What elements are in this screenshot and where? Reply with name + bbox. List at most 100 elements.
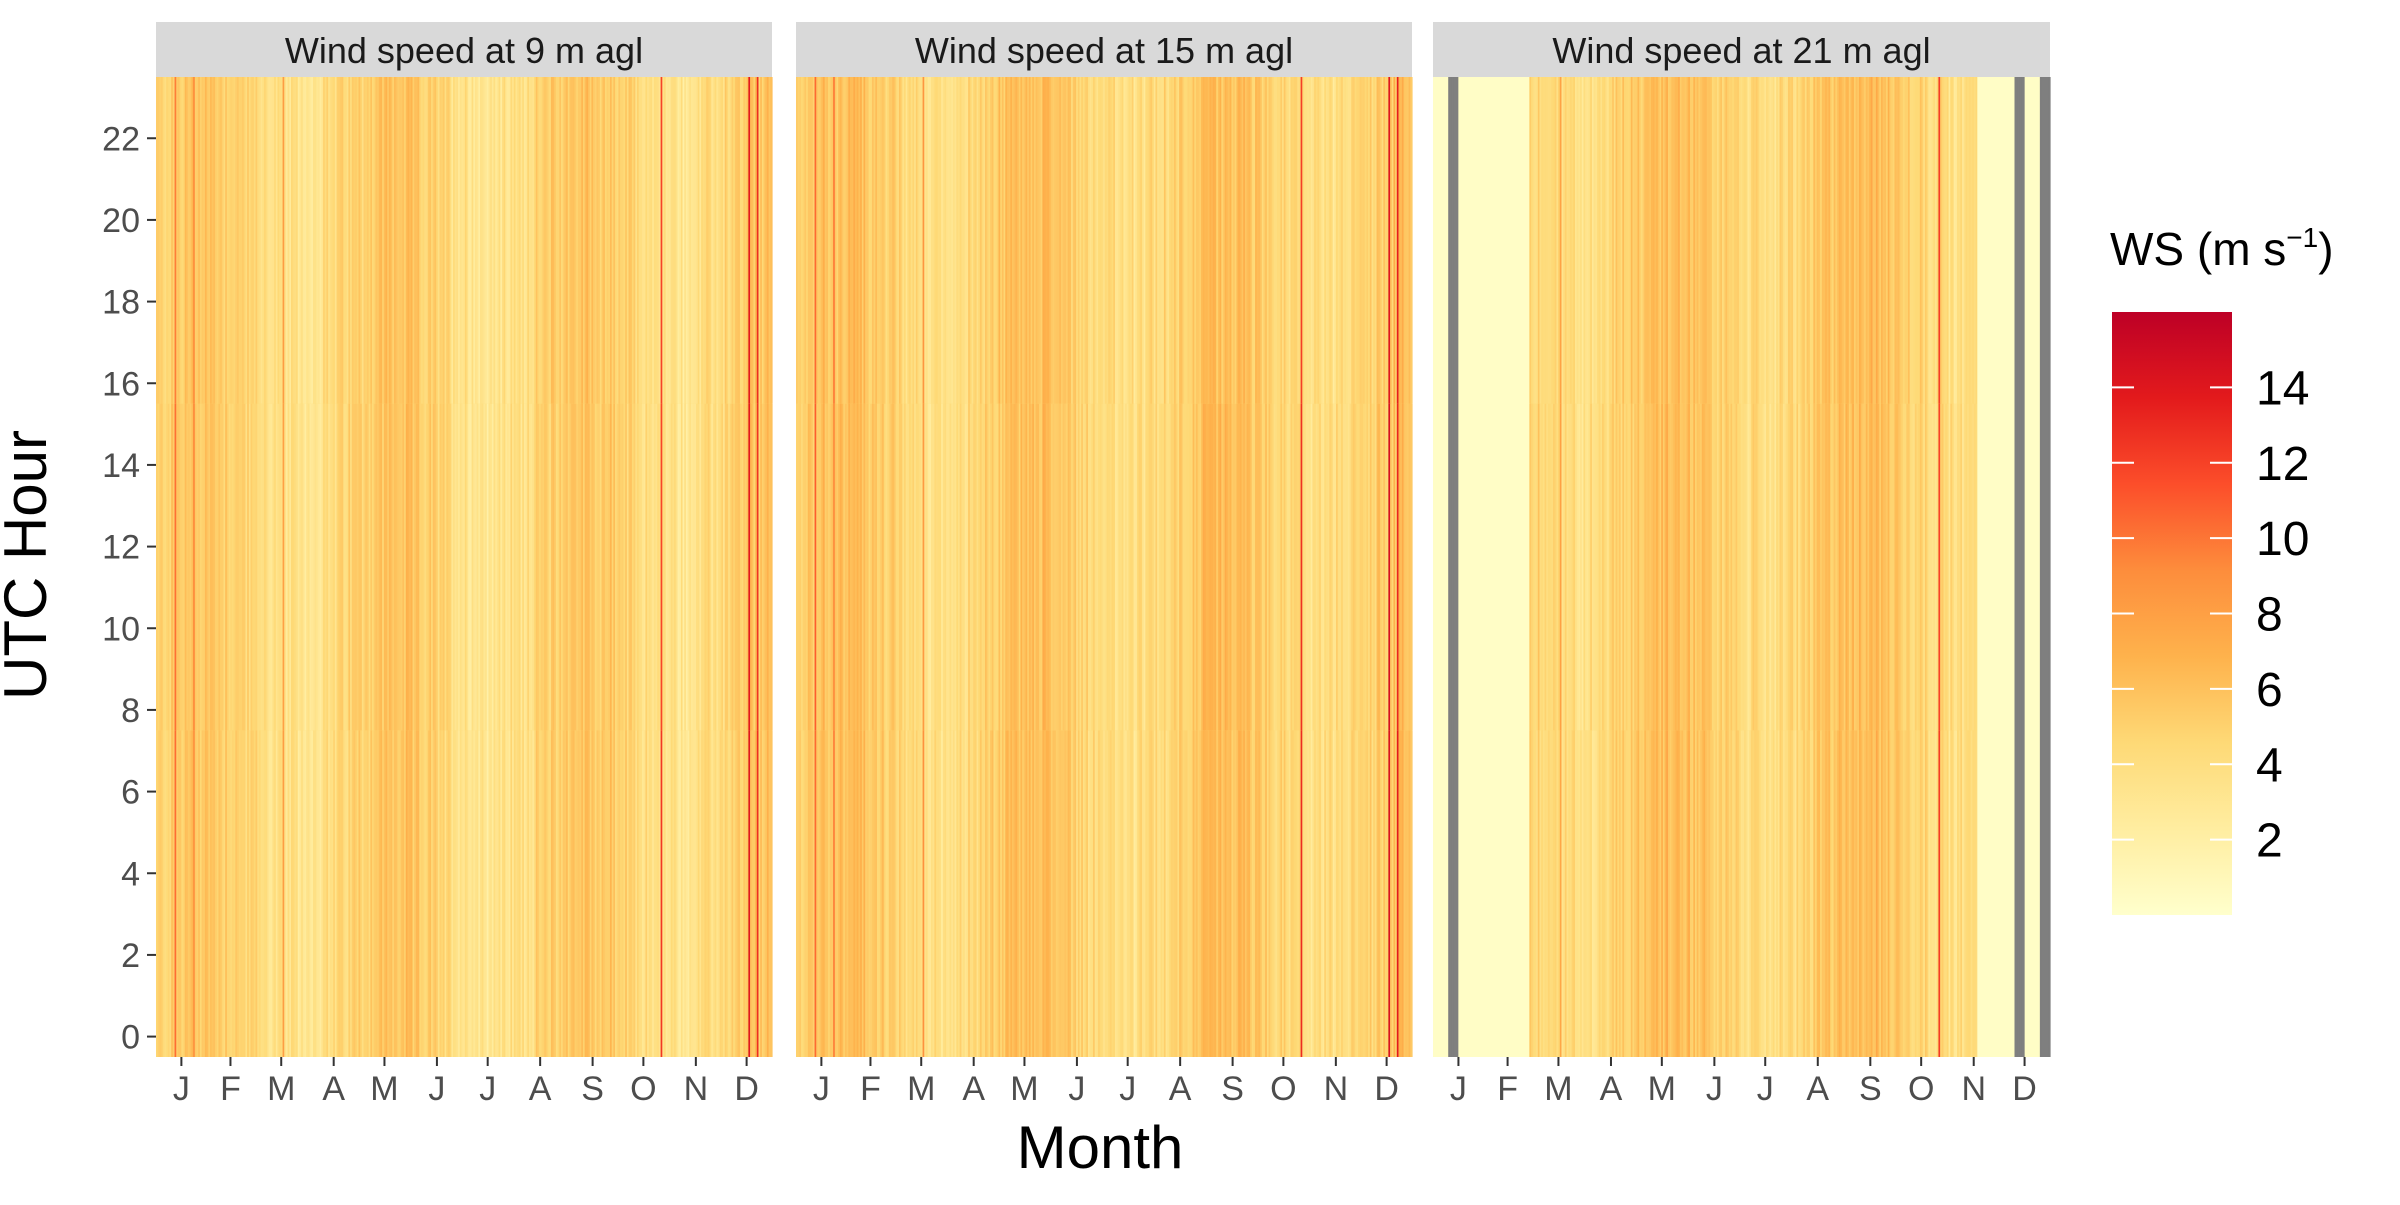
- heatmap-cell: [1081, 77, 1084, 404]
- heatmap-cell: [1084, 730, 1087, 1057]
- heatmap-cell: [821, 403, 824, 731]
- heatmap-cell: [1364, 730, 1368, 1057]
- heatmap-cell: [252, 730, 255, 1057]
- heatmap-cell: [1275, 730, 1278, 1057]
- heatmap-cell: [1361, 730, 1364, 1057]
- heatmap-cell: [449, 77, 452, 404]
- heatmap-cell: [1060, 77, 1064, 404]
- heatmap-cell: [171, 730, 174, 1057]
- heatmap-cell: [976, 403, 979, 731]
- heatmap-cell: [422, 77, 425, 404]
- heatmap-cell: [312, 77, 316, 404]
- heatmap-cell: [1522, 77, 1525, 1057]
- heatmap-cell: [1077, 77, 1081, 404]
- heatmap-cell: [557, 403, 560, 731]
- heatmap-cell: [537, 403, 540, 731]
- heatmap-cell: [968, 77, 971, 404]
- heatmap-cell: [1202, 403, 1206, 731]
- heatmap-cell: [292, 403, 295, 731]
- heatmap-cell: [1950, 730, 1953, 1057]
- heatmap-cell: [169, 77, 172, 404]
- heatmap-cell: [912, 730, 915, 1057]
- heatmap-cell: [806, 403, 809, 731]
- heatmap-cell: [1811, 730, 1814, 1057]
- heatmap-cell: [474, 730, 478, 1057]
- heatmap-cell: [1962, 403, 1965, 731]
- heatmap-cell: [690, 77, 694, 404]
- heatmap-cell: [572, 77, 576, 404]
- heatmap-cell: [555, 403, 559, 731]
- heatmap-cell: [1094, 730, 1098, 1057]
- heatmap-cell: [1786, 403, 1789, 731]
- heatmap-cell: [824, 730, 827, 1057]
- heatmap-cell: [1957, 77, 1960, 404]
- x-tick-label: J: [173, 1070, 190, 1108]
- heatmap-cell: [1361, 403, 1364, 731]
- heatmap-cell: [515, 730, 518, 1057]
- heatmap-cell: [674, 730, 677, 1057]
- heatmap-cell: [1292, 730, 1295, 1057]
- heatmap-cell: [1091, 403, 1094, 731]
- heatmap-cell: [878, 403, 881, 731]
- heatmap-cell: [237, 403, 240, 731]
- heatmap-cell: [426, 730, 429, 1057]
- heatmap-cell: [1816, 730, 1820, 1057]
- facet-title: Wind speed at 15 m agl: [915, 30, 1293, 71]
- heatmap-cell: [1772, 403, 1776, 731]
- heatmap-cell: [1799, 77, 1803, 404]
- heatmap-cell: [1133, 730, 1136, 1057]
- heatmap-cell: [974, 730, 978, 1057]
- heatmap-cell: [1640, 77, 1644, 404]
- heatmap-cell: [1330, 77, 1334, 404]
- heatmap-cell: [1891, 403, 1894, 731]
- heatmap-cell: [172, 403, 176, 731]
- heatmap-cell: [1728, 77, 1732, 404]
- heatmap-cell: [2000, 77, 2004, 1057]
- heatmap-cell: [588, 403, 591, 731]
- heatmap-cell: [1618, 77, 1622, 404]
- heatmap-cell: [1742, 403, 1745, 731]
- heatmap-cell: [1656, 730, 1659, 1057]
- heatmap-cell: [353, 730, 356, 1057]
- heatmap-cell: [672, 403, 675, 731]
- heatmap-cell: [247, 77, 250, 404]
- heatmap-cell: [1403, 403, 1406, 731]
- heatmap-cell: [1093, 403, 1096, 731]
- heatmap-cell: [717, 77, 721, 404]
- heatmap-cell: [628, 730, 631, 1057]
- heatmap-cell: [191, 77, 194, 404]
- heatmap-cell: [858, 730, 861, 1057]
- heatmap-cell: [1820, 403, 1823, 731]
- heatmap-cell: [1290, 77, 1293, 404]
- heatmap-cell: [164, 77, 167, 404]
- heatmap-cell: [1926, 77, 1929, 404]
- heatmap-cell: [1796, 730, 1799, 1057]
- heatmap-cell: [660, 730, 663, 1057]
- heatmap-cell: [1781, 77, 1784, 404]
- heatmap-cell: [1559, 730, 1563, 1057]
- heatmap-cell-missing: [2039, 77, 2043, 1057]
- heatmap-cell: [648, 403, 652, 731]
- heatmap-cell: [958, 403, 961, 731]
- heatmap-cell: [1517, 77, 1520, 1057]
- heatmap-cell: [328, 730, 331, 1057]
- heatmap-cell: [1047, 77, 1050, 404]
- heatmap-cell: [1106, 730, 1109, 1057]
- heatmap-cell: [549, 730, 552, 1057]
- heatmap-cell: [1373, 730, 1376, 1057]
- heatmap-cell: [1255, 730, 1258, 1057]
- heatmap-cell: [1120, 77, 1123, 404]
- heatmap-cell: [189, 730, 193, 1057]
- heatmap-cell: [1077, 403, 1081, 731]
- heatmap-cell: [1018, 77, 1022, 404]
- heatmap-cell: [1659, 77, 1662, 404]
- heatmap-cell: [885, 77, 888, 404]
- heatmap-cell: [1919, 403, 1923, 731]
- heatmap-cell: [1263, 77, 1266, 404]
- heatmap-cell: [1322, 730, 1325, 1057]
- heatmap-cell: [1654, 730, 1657, 1057]
- heatmap-cell: [1047, 730, 1050, 1057]
- heatmap-cell: [905, 77, 908, 404]
- heatmap-cell: [1189, 403, 1192, 731]
